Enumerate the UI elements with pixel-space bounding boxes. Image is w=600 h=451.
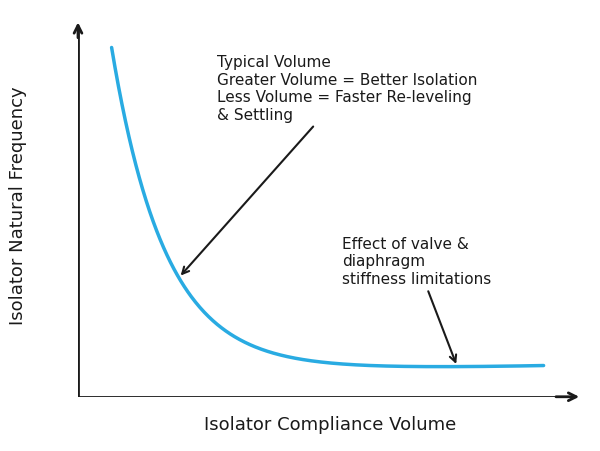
Text: Effect of valve &
diaphragm
stiffness limitations: Effect of valve & diaphragm stiffness li… bbox=[342, 237, 491, 362]
Text: Isolator Natural Frequency: Isolator Natural Frequency bbox=[8, 86, 26, 324]
Text: Typical Volume
Greater Volume = Better Isolation
Less Volume = Faster Re-levelin: Typical Volume Greater Volume = Better I… bbox=[182, 55, 478, 274]
Text: Isolator Compliance Volume: Isolator Compliance Volume bbox=[204, 415, 456, 433]
